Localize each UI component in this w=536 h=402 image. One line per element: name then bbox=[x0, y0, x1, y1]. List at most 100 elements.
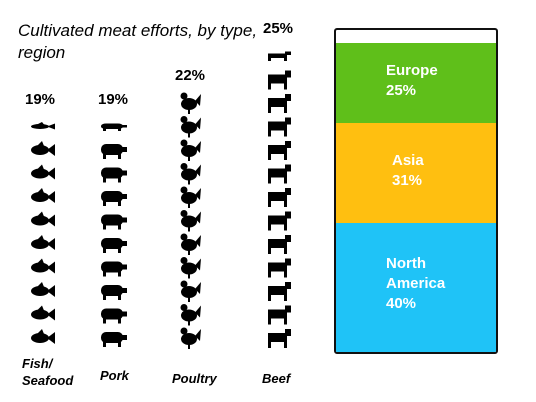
icon-part bbox=[122, 335, 127, 340]
icon-part bbox=[31, 333, 49, 343]
icon bbox=[180, 92, 201, 114]
icon-part bbox=[118, 341, 121, 347]
icon-part bbox=[284, 341, 287, 348]
icon bbox=[180, 304, 201, 326]
icon bbox=[101, 144, 127, 159]
icon bbox=[268, 117, 291, 137]
icon-part bbox=[122, 311, 127, 317]
icon-part bbox=[180, 257, 188, 264]
icon-part bbox=[118, 270, 121, 277]
icon-part bbox=[118, 247, 121, 253]
icon bbox=[101, 285, 127, 300]
icon-part bbox=[268, 286, 287, 295]
icon-part bbox=[37, 141, 44, 146]
icon bbox=[31, 164, 55, 180]
icon-part bbox=[103, 247, 106, 253]
icon-part bbox=[180, 186, 188, 194]
value-label: 25% bbox=[262, 20, 294, 37]
icon-part bbox=[122, 170, 127, 176]
icon bbox=[268, 305, 291, 325]
icon-part bbox=[47, 332, 55, 344]
icon-part bbox=[118, 294, 121, 300]
icon-part bbox=[101, 191, 123, 202]
category-label: Fish/ Seafood bbox=[22, 356, 74, 388]
icon-part bbox=[181, 145, 197, 157]
icon-part bbox=[101, 332, 123, 343]
icon bbox=[180, 186, 201, 208]
icon-part bbox=[47, 144, 55, 156]
icon-part bbox=[47, 191, 55, 203]
icon-part bbox=[285, 164, 291, 172]
icon-part bbox=[285, 188, 291, 195]
icon-part bbox=[188, 320, 190, 326]
icon-part bbox=[103, 223, 106, 230]
icon-part bbox=[101, 308, 123, 320]
icon-part bbox=[47, 214, 55, 227]
icon-part bbox=[195, 211, 201, 224]
icon-part bbox=[195, 141, 201, 153]
icon-part bbox=[181, 98, 197, 110]
icon-part bbox=[268, 247, 271, 254]
icon-part bbox=[122, 288, 127, 293]
icon-part bbox=[285, 94, 291, 101]
icon-part bbox=[284, 317, 287, 325]
icon-part bbox=[180, 327, 188, 335]
icon bbox=[101, 214, 127, 230]
icon-part bbox=[195, 305, 201, 318]
icon-part bbox=[285, 211, 291, 219]
icon bbox=[268, 94, 291, 113]
segment-label: North America 40% bbox=[386, 254, 476, 314]
icon bbox=[31, 235, 55, 250]
icon-column bbox=[101, 123, 127, 347]
icon-part bbox=[31, 286, 49, 296]
icon-part bbox=[180, 92, 188, 100]
icon-part bbox=[268, 57, 271, 61]
icon-part bbox=[180, 304, 188, 311]
icon-part bbox=[181, 215, 197, 228]
icon-part bbox=[103, 341, 106, 347]
icon-part bbox=[284, 57, 287, 61]
segment-value: 31% bbox=[392, 172, 423, 190]
icon-part bbox=[31, 124, 49, 129]
icon-part bbox=[188, 203, 190, 208]
icon-part bbox=[188, 179, 190, 185]
icon bbox=[268, 164, 291, 184]
icon-part bbox=[268, 200, 271, 207]
icon-part bbox=[285, 258, 291, 266]
icon-part bbox=[284, 294, 287, 301]
icon-part bbox=[101, 123, 123, 129]
icon-part bbox=[180, 280, 188, 288]
icon-part bbox=[268, 145, 287, 154]
icon bbox=[268, 282, 291, 301]
icon bbox=[180, 116, 201, 138]
icon bbox=[268, 70, 291, 90]
icon bbox=[268, 235, 291, 254]
icon-part bbox=[31, 192, 49, 202]
icon-part bbox=[180, 233, 188, 241]
icon bbox=[31, 122, 55, 130]
icon-part bbox=[181, 192, 197, 204]
icon-part bbox=[195, 258, 201, 271]
icon-part bbox=[268, 121, 287, 131]
icon-part bbox=[268, 106, 271, 113]
icon-part bbox=[181, 333, 197, 345]
icon-part bbox=[188, 109, 190, 114]
icon-part bbox=[37, 164, 44, 170]
icon-part bbox=[103, 176, 106, 183]
icon-part bbox=[188, 132, 190, 138]
icon-part bbox=[195, 117, 201, 130]
icon-part bbox=[284, 247, 287, 254]
icon-part bbox=[284, 129, 287, 137]
icon-part bbox=[268, 270, 271, 278]
icon-part bbox=[103, 128, 106, 131]
icon bbox=[268, 51, 291, 61]
icon-part bbox=[31, 215, 49, 226]
category-label: Pork bbox=[100, 368, 129, 383]
icon-part bbox=[268, 239, 287, 248]
icon-part bbox=[122, 241, 127, 246]
icon-part bbox=[47, 308, 55, 321]
icon-part bbox=[122, 125, 127, 128]
icon-part bbox=[195, 94, 201, 106]
icon-part bbox=[268, 176, 271, 184]
